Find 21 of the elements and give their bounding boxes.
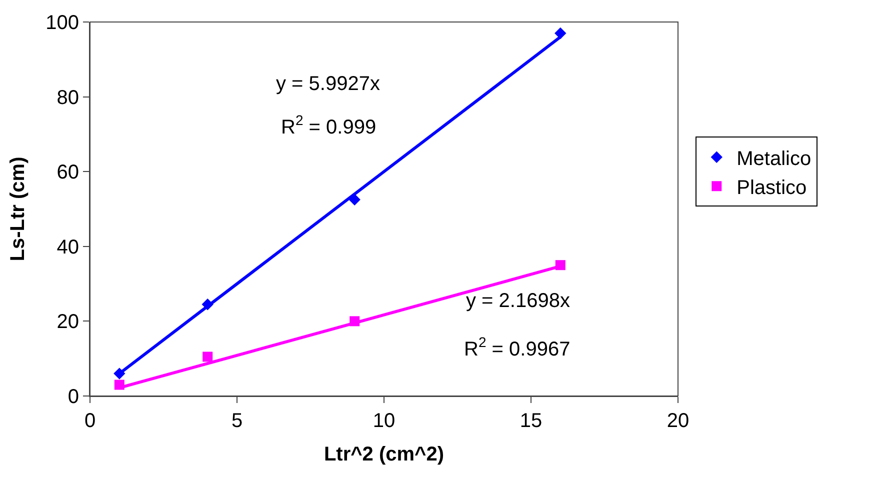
annotation: R$^{2}$ = 0.9967 <box>464 334 570 360</box>
y-axis-title: Ls-Ltr (cm) <box>7 156 30 262</box>
annotation: y = 5.9927x <box>276 73 380 95</box>
annotation: R$^{2}$ = 0.999 <box>281 112 376 138</box>
x-tick-label: 5 <box>231 410 243 432</box>
annotation: y = 2.1698x <box>466 290 570 312</box>
legend-label: Plastico <box>736 176 807 199</box>
y-tick-label: 0 <box>68 386 79 408</box>
y-tick-label: 80 <box>56 86 79 109</box>
x-tick-label: 15 <box>520 410 542 432</box>
point <box>554 27 566 40</box>
legend-label: Metalico <box>736 148 812 170</box>
x-tick-label: 10 <box>372 410 396 432</box>
y-tick-label: 60 <box>56 162 79 184</box>
y-tick-label: 100 <box>46 12 79 34</box>
point <box>202 352 213 362</box>
y-tick-label: 40 <box>56 236 79 258</box>
x-tick-label: 20 <box>666 410 690 432</box>
x-axis-title: Ltr^2 (cm^2) <box>324 444 444 466</box>
y-tick-label: 20 <box>56 311 79 334</box>
x-tick-label: 0 <box>84 410 96 432</box>
